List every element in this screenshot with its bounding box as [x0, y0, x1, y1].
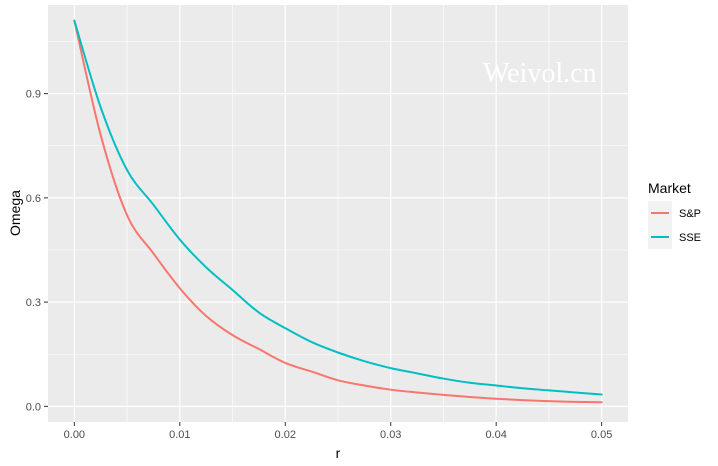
y-axis: 0.0 0.3 0.6 0.9 — [26, 89, 48, 413]
legend-title: Market — [648, 180, 691, 196]
y-axis-title: Omega — [7, 190, 23, 236]
watermark-text: Weivol.cn — [483, 58, 597, 89]
legend-label-sse: SSE — [679, 232, 701, 244]
series-layer — [73, 19, 603, 404]
legend: Market S&P SSE — [648, 180, 701, 249]
minor-gridlines — [48, 5, 628, 422]
series-line-sse — [73, 19, 603, 396]
x-axis-title: r — [336, 445, 341, 461]
x-tick-label: 0.02 — [275, 429, 296, 441]
legend-label-s-p: S&P — [679, 208, 701, 220]
y-tick-label: 0.9 — [26, 89, 41, 101]
major-gridlines — [48, 5, 628, 422]
legend-items: S&P SSE — [648, 201, 701, 249]
x-tick-label: 0.00 — [64, 429, 85, 441]
y-tick-label: 0.6 — [26, 193, 41, 205]
x-axis: 0.00 0.01 0.02 0.03 0.04 0.05 — [64, 422, 612, 441]
series-line-s-p — [73, 19, 603, 404]
y-tick-label: 0.0 — [26, 401, 41, 413]
x-tick-label: 0.01 — [169, 429, 190, 441]
y-tick-label: 0.3 — [26, 297, 41, 309]
x-tick-label: 0.03 — [380, 429, 401, 441]
x-tick-label: 0.05 — [591, 429, 612, 441]
x-tick-label: 0.04 — [485, 429, 506, 441]
